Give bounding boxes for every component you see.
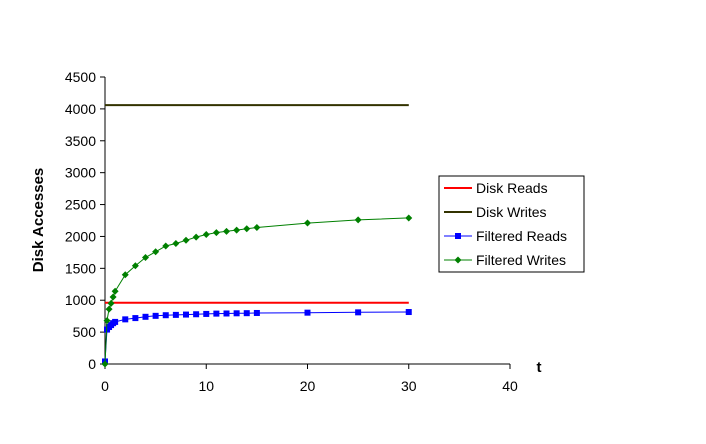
data-point-filtered-writes bbox=[304, 219, 311, 227]
data-point-filtered-writes bbox=[354, 216, 362, 224]
data-point-filtered-reads bbox=[193, 311, 200, 318]
x-tick-label: 0 bbox=[101, 378, 109, 394]
y-tick-label: 3500 bbox=[65, 133, 96, 149]
data-point-filtered-reads bbox=[355, 309, 362, 316]
data-point-filtered-reads bbox=[142, 313, 149, 320]
data-point-filtered-reads bbox=[122, 316, 129, 323]
x-axis-title: t bbox=[537, 359, 542, 376]
legend-label: Disk Reads bbox=[476, 180, 548, 196]
series-filtered-reads bbox=[102, 309, 412, 365]
data-point-filtered-writes bbox=[253, 224, 261, 232]
data-point-filtered-reads bbox=[223, 310, 230, 317]
legend: Disk Reads Disk Writes Filtered Reads Filte… bbox=[438, 175, 585, 273]
data-point-filtered-reads bbox=[152, 312, 159, 319]
data-point-filtered-reads bbox=[132, 315, 139, 322]
data-point-filtered-writes bbox=[405, 214, 413, 222]
data-point-filtered-writes bbox=[109, 293, 117, 301]
y-tick-label: 2000 bbox=[65, 228, 96, 244]
data-point-filtered-reads bbox=[112, 318, 119, 325]
data-point-filtered-writes bbox=[172, 239, 180, 247]
data-point-filtered-reads bbox=[233, 310, 240, 317]
axes: 0 500 1000 1500 2000 2500 3000 3500 4000 4500 0 10 2… bbox=[65, 69, 518, 394]
y-tick-label: 2500 bbox=[65, 197, 96, 213]
data-point-filtered-writes bbox=[131, 262, 139, 270]
data-point-filtered-writes bbox=[162, 242, 170, 250]
legend-item-filtered-writes: Filtered Writes bbox=[444, 252, 566, 268]
series-layer bbox=[101, 104, 413, 368]
data-point-filtered-writes bbox=[202, 231, 210, 239]
data-point-filtered-reads bbox=[172, 311, 179, 318]
x-tick-label: 40 bbox=[502, 378, 518, 394]
data-point-filtered-writes bbox=[212, 229, 220, 237]
data-point-filtered-writes bbox=[142, 253, 149, 261]
legend-label: Disk Writes bbox=[476, 204, 547, 220]
series-line-filtered-reads bbox=[104, 311, 409, 362]
legend-marker bbox=[454, 256, 462, 264]
legend-item-disk-reads: Disk Reads bbox=[444, 180, 548, 196]
data-point-filtered-writes bbox=[101, 360, 109, 368]
data-point-filtered-writes bbox=[182, 236, 190, 244]
data-point-filtered-reads bbox=[253, 309, 260, 316]
x-tick-label: 20 bbox=[300, 378, 316, 394]
data-point-filtered-writes bbox=[111, 287, 119, 295]
x-tick-label: 10 bbox=[198, 378, 214, 394]
y-tick-label: 0 bbox=[88, 356, 96, 372]
legend-marker bbox=[455, 233, 461, 239]
y-tick-label: 4000 bbox=[65, 101, 96, 117]
y-tick-label: 1500 bbox=[65, 260, 96, 276]
legend-item-filtered-reads: Filtered Reads bbox=[444, 228, 567, 244]
legend-item-disk-writes: Disk Writes bbox=[444, 204, 547, 220]
series-filtered-writes bbox=[101, 214, 413, 368]
data-point-filtered-reads bbox=[243, 310, 250, 317]
data-point-filtered-reads bbox=[213, 310, 220, 317]
y-axis-title: Disk Accesses bbox=[30, 168, 47, 273]
data-point-filtered-writes bbox=[192, 233, 200, 241]
data-point-filtered-reads bbox=[183, 311, 189, 318]
y-tick-label: 500 bbox=[73, 324, 97, 340]
y-tick-label: 3000 bbox=[65, 165, 96, 181]
series-line-filtered-writes bbox=[104, 217, 409, 365]
data-point-filtered-writes bbox=[223, 227, 230, 235]
data-point-filtered-reads bbox=[203, 310, 210, 317]
data-point-filtered-reads bbox=[405, 309, 412, 316]
legend-box bbox=[438, 175, 585, 273]
data-point-filtered-writes bbox=[243, 225, 251, 233]
y-tick-label: 1000 bbox=[65, 292, 96, 308]
y-tick-label: 4500 bbox=[65, 69, 96, 85]
data-point-filtered-writes bbox=[105, 305, 113, 313]
data-point-filtered-writes bbox=[152, 248, 160, 256]
legend-label: Filtered Reads bbox=[476, 228, 567, 244]
data-point-filtered-writes bbox=[233, 226, 241, 234]
data-point-filtered-writes bbox=[107, 299, 115, 307]
data-point-filtered-reads bbox=[162, 312, 169, 319]
x-tick-label: 30 bbox=[401, 378, 417, 394]
data-point-filtered-writes bbox=[103, 317, 111, 325]
data-point-filtered-writes bbox=[121, 271, 129, 279]
legend-label: Filtered Writes bbox=[476, 252, 566, 268]
data-point-filtered-reads bbox=[304, 309, 311, 316]
